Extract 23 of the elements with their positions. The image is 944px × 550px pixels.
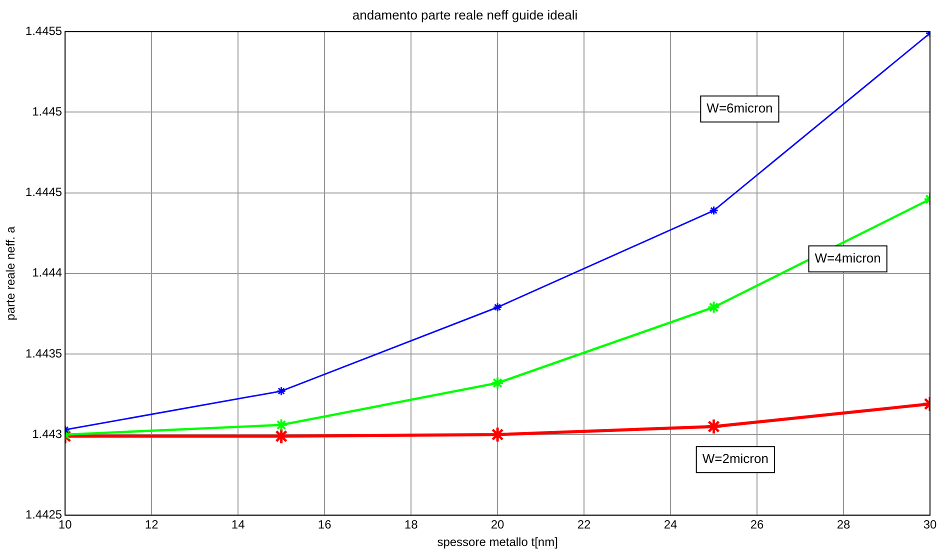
text: W=6micron bbox=[706, 100, 773, 116]
x-tick-label: 26 bbox=[750, 518, 764, 532]
x-tick-label: 30 bbox=[923, 518, 937, 532]
y-tick-label: 1.4445 bbox=[25, 185, 62, 200]
x-tick-label: 10 bbox=[58, 518, 72, 532]
x-tick-label: 16 bbox=[318, 518, 332, 532]
y-tick-label: 1.4455 bbox=[25, 24, 62, 38]
x-tick-label: 22 bbox=[577, 518, 592, 532]
x-tick-label: 12 bbox=[144, 518, 159, 532]
y-tick-label: 1.4435 bbox=[25, 346, 62, 360]
x-tick-label: 28 bbox=[836, 518, 851, 532]
chart-title: andamento parte reale neff guide ideali bbox=[352, 7, 578, 22]
series-label: W=2micron bbox=[702, 451, 768, 466]
y-axis-title: parte reale neff. a bbox=[4, 226, 18, 320]
series-label: W=4micron bbox=[814, 250, 881, 266]
y-tick-label: 1.445 bbox=[32, 104, 62, 119]
x-tick-label: 24 bbox=[664, 518, 678, 532]
x-axis-title: spessore metallo t[nm] bbox=[437, 535, 558, 550]
x-tick-label: 14 bbox=[231, 518, 246, 532]
y-tick-label: 1.443 bbox=[32, 426, 62, 441]
x-tick-label: 18 bbox=[404, 518, 418, 532]
x-tick-label: 20 bbox=[490, 518, 505, 532]
y-tick-label: 1.444 bbox=[32, 266, 62, 280]
